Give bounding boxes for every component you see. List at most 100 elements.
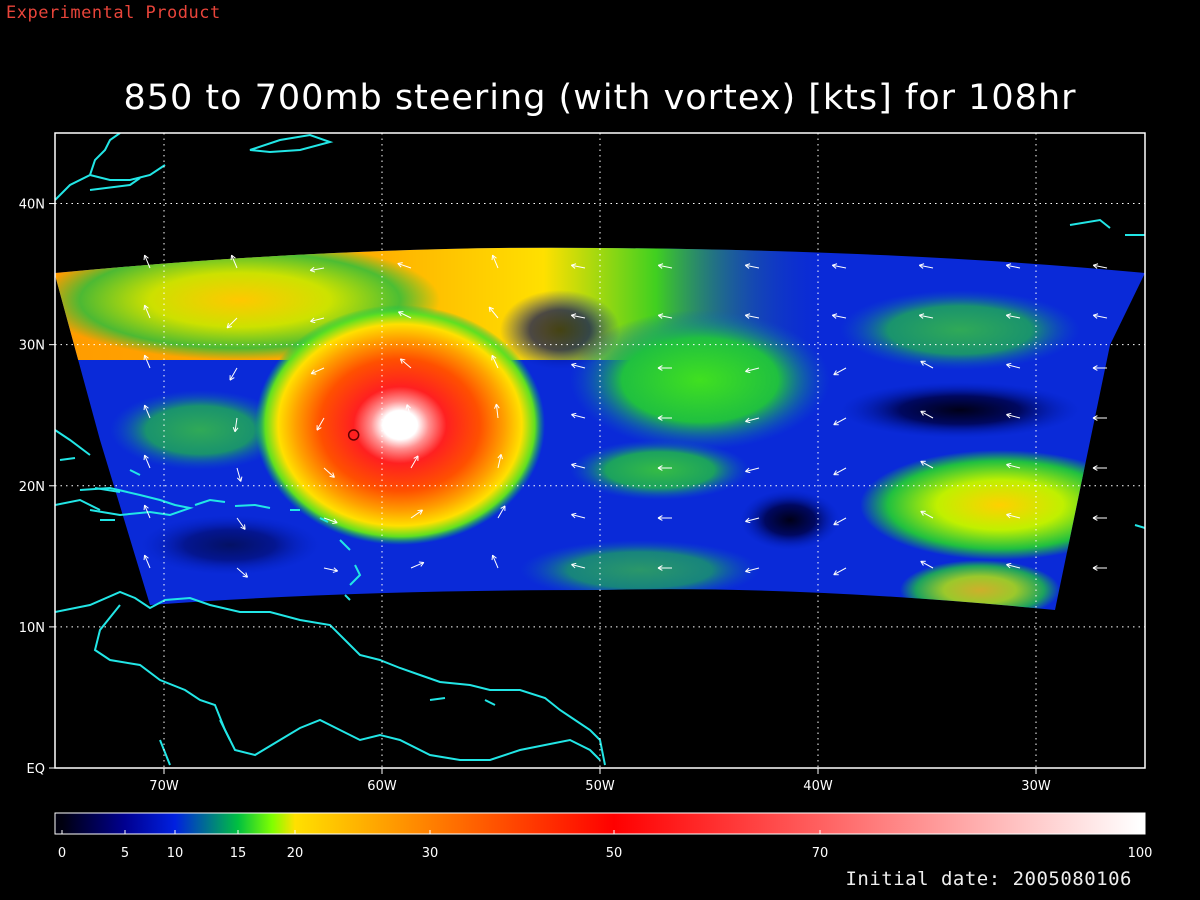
steering-arrow <box>143 354 151 369</box>
steering-arrow <box>143 404 151 419</box>
colorbar-tick-label: 30 <box>422 846 439 861</box>
steering-arrow <box>497 505 506 519</box>
steering-arrow <box>920 410 934 419</box>
steering-arrow <box>236 567 248 578</box>
steering-arrow <box>744 313 760 319</box>
steering-arrow <box>310 317 325 324</box>
steering-arrow <box>657 365 672 371</box>
steering-arrow <box>1092 565 1107 571</box>
colorbar-tick-label: 70 <box>812 846 829 861</box>
steering-arrow <box>491 354 499 369</box>
steering-arrow <box>1005 313 1021 319</box>
lat-tick-label: EQ <box>27 762 45 777</box>
steering-arrow <box>920 460 934 469</box>
steering-arrow <box>1092 515 1107 521</box>
steering-arrow <box>920 510 934 519</box>
coastlines <box>55 133 1145 766</box>
steering-arrow <box>399 358 412 369</box>
steering-arrow <box>323 467 335 478</box>
steering-arrow <box>143 504 151 519</box>
axis-labels: 70W 60W 50W 40W 30W EQ 10N 20N 30N 40N <box>19 198 1051 794</box>
steering-arrow <box>491 554 499 569</box>
lon-tick-label: 30W <box>1021 779 1051 794</box>
colorbar-tick-label: 5 <box>121 846 129 861</box>
colorbar-tick-label: 10 <box>167 846 184 861</box>
steering-arrow <box>833 567 847 576</box>
steering-arrow <box>1092 365 1107 371</box>
steering-arrow <box>410 455 419 469</box>
steering-arrow <box>316 417 325 431</box>
colorbar-tick-label: 50 <box>606 846 623 861</box>
steering-arrow <box>143 454 151 469</box>
lon-tick-label: 70W <box>149 779 179 794</box>
steering-arrow <box>236 467 243 482</box>
vortex-center-marker <box>347 429 360 441</box>
colorbar-tick-label: 20 <box>287 846 304 861</box>
steering-arrow <box>143 254 151 269</box>
lat-tick-label: 40N <box>19 198 45 213</box>
steering-arrow <box>1092 313 1108 319</box>
steering-arrow <box>1006 362 1021 369</box>
initial-date: Initial date: 2005080106 <box>845 868 1132 890</box>
steering-arrow <box>1092 415 1107 421</box>
steering-arrow <box>1006 512 1021 519</box>
steering-arrow <box>497 454 503 469</box>
lat-tick-label: 10N <box>19 621 45 636</box>
steering-arrow <box>833 367 847 376</box>
steering-arrow <box>310 367 325 375</box>
lon-tick-label: 40W <box>803 779 833 794</box>
colorbar-tick-label: 15 <box>230 846 247 861</box>
steering-arrow <box>833 467 847 476</box>
steering-arrow <box>323 517 338 524</box>
steering-arrow <box>918 313 934 319</box>
steering-arrow <box>410 509 423 519</box>
steering-arrow <box>1006 562 1021 569</box>
steering-arrow <box>657 465 672 471</box>
steering-arrow <box>657 515 672 521</box>
steering-arrow <box>571 362 586 369</box>
steering-arrow <box>397 262 412 269</box>
steering-arrow <box>831 263 847 269</box>
steering-arrow <box>229 367 238 381</box>
lat-lon-grid <box>55 133 1145 768</box>
steering-arrow <box>833 517 847 526</box>
map-title: 850 to 700mb steering (with vortex) [kts… <box>123 78 1077 118</box>
steering-arrow <box>1092 263 1108 269</box>
steering-arrow <box>920 560 934 569</box>
steering-arrow <box>657 313 673 319</box>
steering-arrow <box>494 403 500 419</box>
steering-vectors <box>143 254 1108 578</box>
steering-arrow <box>657 565 672 571</box>
steering-arrow <box>230 254 238 269</box>
steering-arrow <box>745 367 760 374</box>
steering-arrow <box>570 263 586 269</box>
steering-arrow <box>745 417 760 424</box>
steering-arrow <box>323 567 338 573</box>
steering-arrow <box>833 417 847 426</box>
steering-arrow <box>920 360 934 369</box>
lat-tick-label: 30N <box>19 339 45 354</box>
steering-arrow <box>236 517 246 530</box>
steering-arrow <box>1006 462 1021 469</box>
steering-arrow <box>570 313 586 319</box>
steering-arrow <box>918 263 934 269</box>
steering-arrow <box>571 462 586 469</box>
colorbar-tick-label: 100 <box>1128 846 1153 861</box>
steering-arrow <box>831 313 847 319</box>
steering-arrow <box>410 561 425 569</box>
steering-arrow <box>745 467 760 474</box>
steering-arrow <box>657 415 672 421</box>
steering-arrow <box>398 311 412 319</box>
steering-arrow <box>1006 412 1021 419</box>
steering-arrow <box>1092 465 1107 471</box>
steering-arrow <box>491 254 499 269</box>
steering-arrow <box>226 317 238 329</box>
lon-tick-label: 60W <box>367 779 397 794</box>
steering-arrow <box>745 517 760 524</box>
colorbar-tick-label: 0 <box>58 846 66 861</box>
steering-arrow <box>309 266 325 273</box>
steering-arrow <box>571 562 586 569</box>
steering-arrow <box>232 417 239 433</box>
steering-arrow <box>571 412 586 419</box>
